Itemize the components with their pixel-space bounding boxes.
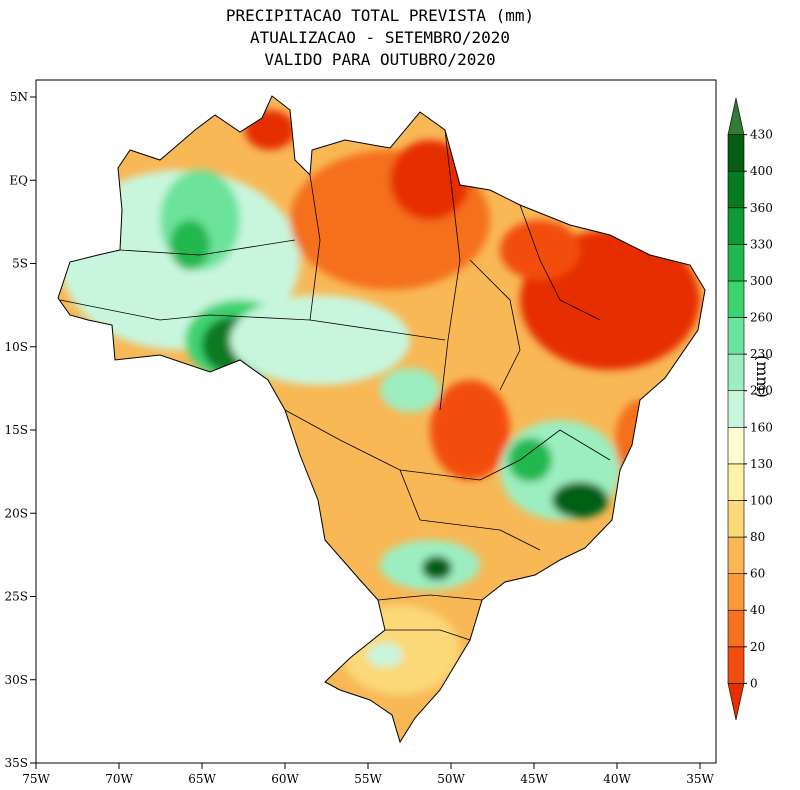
colorbar-label: 430 <box>750 128 773 142</box>
colorbar-label: 40 <box>750 603 765 617</box>
colorbar-swatch <box>727 536 745 574</box>
x-tick-label: 70W <box>105 772 133 786</box>
colorbar-swatch <box>727 97 745 135</box>
y-axis-ticks: 5N EQ 5S 10S 15S 20S 25S 30S 35S <box>5 90 36 770</box>
y-tick-label: 5N <box>10 90 28 104</box>
y-tick-label: EQ <box>9 173 28 187</box>
y-tick-label: 25S <box>5 590 29 604</box>
x-tick-label: 55W <box>354 772 382 786</box>
x-tick-label: 60W <box>271 772 299 786</box>
colorbar-label: 300 <box>750 274 773 288</box>
x-tick-label: 65W <box>188 772 216 786</box>
y-tick-label: 30S <box>5 673 29 687</box>
colorbar-swatch <box>727 426 745 465</box>
country-border <box>57 95 706 744</box>
colorbar-swatch <box>727 317 745 355</box>
x-tick-label: 50W <box>437 772 465 786</box>
colorbar-label: 160 <box>750 420 773 434</box>
colorbar-swatch <box>727 500 745 538</box>
y-tick-label: 20S <box>5 506 29 520</box>
colorbar-swatch <box>727 573 745 611</box>
colorbar-swatch <box>727 280 745 318</box>
colorbar-swatch <box>727 207 745 245</box>
colorbar-swatch <box>727 134 745 172</box>
y-tick-label: 10S <box>5 340 29 354</box>
x-tick-label: 45W <box>520 772 548 786</box>
x-axis-ticks: 75W 70W 65W 60W 55W 50W 45W 40W 35W <box>22 763 714 786</box>
y-tick-label: 5S <box>12 257 28 271</box>
colorbar-label: 60 <box>750 567 765 581</box>
colorbar-swatch <box>727 683 745 721</box>
y-tick-label: 15S <box>5 423 29 437</box>
colorbar-label: 260 <box>750 311 773 325</box>
map-title-line2: ATUALIZACAO - SETEMBRO/2020 <box>249 28 511 47</box>
x-tick-label: 75W <box>22 772 50 786</box>
colorbar-swatch <box>727 463 745 501</box>
colorbar-swatch <box>727 646 745 684</box>
colorbar-swatch <box>727 244 745 282</box>
colorbar-label: 400 <box>750 164 773 178</box>
colorbar-swatch <box>727 353 745 392</box>
colorbar-label: 130 <box>750 457 773 471</box>
x-tick-label: 35W <box>686 772 714 786</box>
colorbar-unit: (mm) <box>753 355 772 398</box>
colorbar-label: 200 <box>750 384 773 398</box>
y-tick-label: 35S <box>5 756 29 770</box>
colorbar-label: 20 <box>750 640 765 654</box>
colorbar-swatch <box>727 170 745 209</box>
state-borders <box>59 129 611 641</box>
colorbar-label: 360 <box>750 201 773 215</box>
map-title-line1: PRECIPITACAO TOTAL PREVISTA (mm) <box>225 6 535 25</box>
colorbar-swatch <box>727 390 745 428</box>
x-tick-label: 40W <box>603 772 631 786</box>
colorbar-label: 330 <box>750 237 773 251</box>
colorbar-label: 230 <box>750 347 773 361</box>
colorbar-label: 0 <box>750 676 758 690</box>
map-title-line3: VALIDO PARA OUTUBRO/2020 <box>264 50 496 69</box>
colorbar-swatch <box>727 609 745 648</box>
colorbar-label: 80 <box>750 530 765 544</box>
colorbar-label: 100 <box>750 493 773 507</box>
colorbar: 0 20 40 60 80 100 130 160 200 230 260 300 330 360 400 4… <box>727 97 773 721</box>
